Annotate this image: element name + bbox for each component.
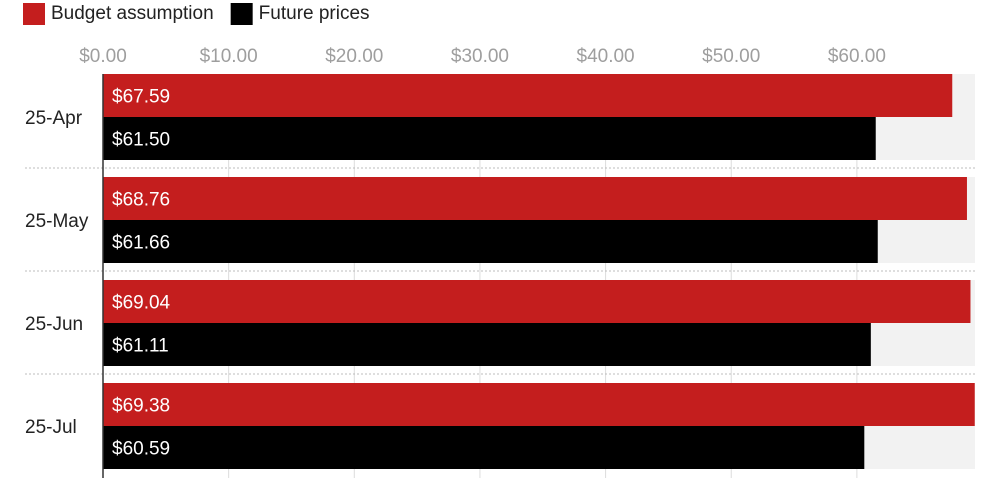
x-tick-label-0: $0.00 <box>79 46 127 67</box>
x-axis-ticks: $0.00 $10.00 $20.00 $30.00 $40.00 $50.00 $60.0… <box>79 46 886 67</box>
x-tick-label-2: $20.00 <box>325 46 383 67</box>
category-label-2: 25-Jun <box>25 314 83 335</box>
bar-value-label-0-3: $69.38 <box>112 396 170 417</box>
bar-value-label-0-2: $69.04 <box>112 293 171 314</box>
bar-value-label-1-1: $61.66 <box>112 233 170 254</box>
bar-0-0 <box>103 74 953 117</box>
legend-label-0: Budget assumption <box>51 3 214 24</box>
category-labels: 25-Apr 25-May 25-Jun 25-Jul <box>25 108 975 438</box>
x-tick-label-4: $40.00 <box>577 46 635 67</box>
x-tick-label-1: $10.00 <box>200 46 258 67</box>
x-tick-label-5: $50.00 <box>702 46 760 67</box>
category-label-3: 25-Jul <box>25 417 77 438</box>
bars: $67.59 $61.50 $68.76 $61.66 $69.04 $61.11 $69.… <box>103 74 975 469</box>
legend: Budget assumption Future prices <box>23 3 370 25</box>
bar-1-1 <box>103 220 878 263</box>
bar-0-3 <box>103 383 975 426</box>
x-tick-label-3: $30.00 <box>451 46 509 67</box>
legend-swatch-0 <box>23 3 45 25</box>
legend-swatch-1 <box>230 3 253 25</box>
bar-1-2 <box>103 323 871 366</box>
bar-value-label-1-0: $61.50 <box>112 130 170 151</box>
bar-value-label-1-2: $61.11 <box>112 336 169 357</box>
category-label-0: 25-Apr <box>25 108 83 129</box>
bar-value-label-1-3: $60.59 <box>112 439 170 460</box>
x-tick-label-6: $60.00 <box>828 46 886 67</box>
bar-value-label-0-0: $67.59 <box>112 87 170 108</box>
bar-1-3 <box>103 426 865 469</box>
bar-1-0 <box>103 117 876 160</box>
bar-0-1 <box>103 177 967 220</box>
bar-value-label-0-1: $68.76 <box>112 190 170 211</box>
bar-0-2 <box>103 280 971 323</box>
category-label-1: 25-May <box>25 211 89 232</box>
legend-label-1: Future prices <box>259 3 370 24</box>
